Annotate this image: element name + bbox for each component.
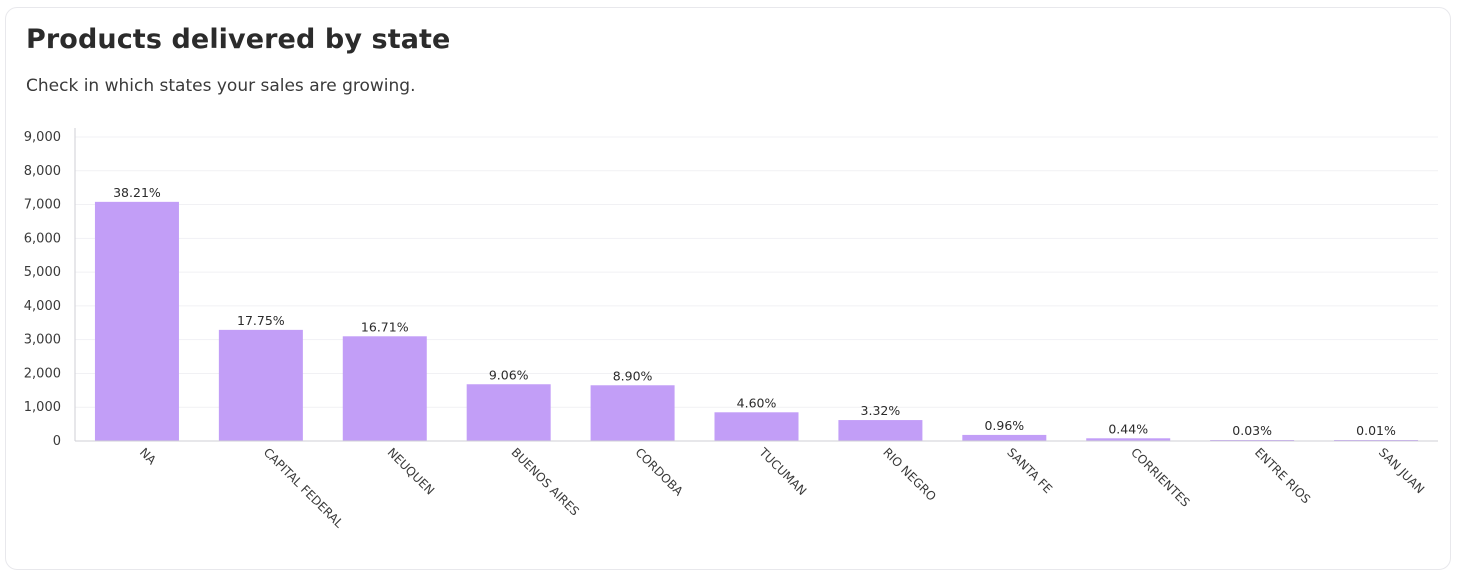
bar-cordoba [590,385,675,441]
y-tick-label: 4,000 [24,299,61,314]
bar-buenos-aires [466,384,551,441]
chart-subtitle: Check in which states your sales are gro… [26,76,416,96]
y-axis: 0 1,000 2,000 3,000 4,000 5,000 6,000 7,000 8,00… [24,128,76,449]
y-tick-label: 5,000 [24,265,61,280]
data-label: 0.03% [1232,423,1272,438]
bar-tucuman [714,412,799,441]
data-label: 9.06% [489,367,529,382]
chart-title: Products delivered by state [26,24,451,55]
y-tick-label: 0 [53,434,61,449]
data-label: 8.90% [613,368,653,383]
data-label: 0.01% [1356,423,1396,438]
x-tick-label: SANTA FE [1004,445,1055,496]
y-tick-label: 6,000 [24,231,61,246]
x-tick-label: CORDOBA [632,445,686,499]
y-tick-label: 1,000 [24,400,61,415]
x-tick-label: TUCUMAN [756,445,810,499]
data-label: 0.96% [984,418,1024,433]
x-tick-label: RIO NEGRO [880,445,939,504]
bar-na [94,201,179,441]
x-tick-label: ENTRE RIOS [1252,445,1313,506]
bars [94,201,1419,441]
data-label: 17.75% [237,313,285,328]
y-tick-label: 2,000 [24,366,61,381]
x-tick-label: CAPITAL FEDERAL [261,445,346,530]
x-tick-label: NEUQUEN [385,445,437,497]
data-labels: 38.21% 17.75% 16.71% 9.06% 8.90% 4.60% 3.32% 0.… [113,185,1396,438]
bar-capital-federal [218,329,303,441]
y-tick-label: 8,000 [24,164,61,179]
data-label: 4.60% [737,395,777,410]
data-label: 16.71% [361,319,409,334]
bar-santa-fe [962,434,1047,441]
x-tick-label: CORRIENTES [1128,445,1192,509]
chart-card [5,7,1451,570]
y-tick-label: 9,000 [24,130,61,145]
bar-corrientes [1086,438,1171,441]
bar-rio-negro [838,420,923,441]
x-tick-label: SAN JUAN [1376,445,1427,496]
data-label: 38.21% [113,185,161,200]
y-tick-label: 3,000 [24,333,61,348]
x-axis: NA CAPITAL FEDERAL NEUQUEN BUENOS AIRES CORD… [75,440,1438,531]
bar-neuquen [342,336,427,441]
x-tick-label: NA [137,445,160,468]
y-tick-label: 7,000 [24,198,61,213]
data-label: 0.44% [1108,421,1148,436]
data-label: 3.32% [861,403,901,418]
x-tick-label: BUENOS AIRES [509,445,582,518]
